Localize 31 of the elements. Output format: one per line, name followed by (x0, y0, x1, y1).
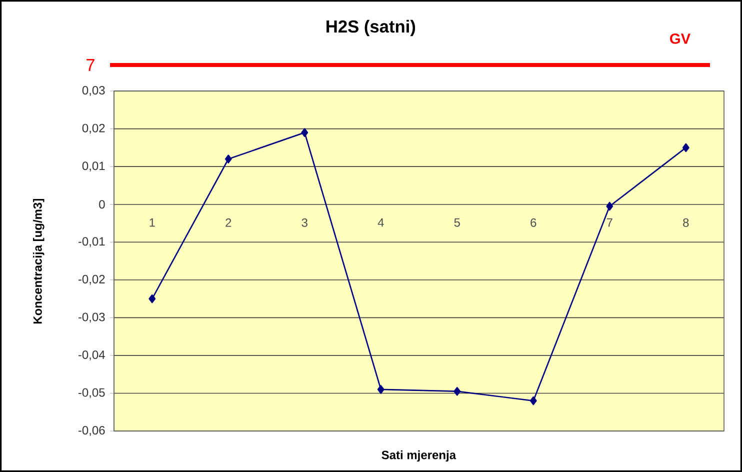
x-tick-label: 7 (606, 218, 612, 227)
point (377, 385, 384, 394)
point (301, 128, 308, 137)
y-tick-label: 0 (99, 200, 105, 209)
point (148, 294, 156, 304)
y-tick-label: -0,05 (78, 388, 105, 398)
x-tick-label: 1 (150, 218, 155, 227)
x-tick-label: 2 (226, 218, 232, 227)
y-tick-label: -0,01 (78, 237, 105, 248)
y-tick-label: -0,02 (78, 274, 105, 285)
point (530, 396, 537, 406)
chart-title: H2S (satni) (326, 20, 416, 36)
point (682, 143, 690, 152)
y-tick-label: 0,02 (82, 124, 105, 134)
x-tick-label: 8 (683, 218, 689, 227)
x-tick-label: 6 (530, 218, 536, 227)
x-tick-label: 4 (378, 218, 384, 227)
x-tick-label: 5 (454, 218, 460, 227)
y-tick-label: 0,01 (82, 162, 105, 172)
y-axis-title: Koncentracija [ug/m3] (33, 199, 44, 324)
text: GV (670, 33, 691, 44)
x-axis-title: Sati mjerenja (382, 450, 456, 462)
y-tick-label: -0,04 (78, 350, 105, 360)
x-tick-label: 3 (302, 218, 308, 227)
point (606, 202, 614, 211)
point (224, 154, 232, 164)
y-tick-label: 0,03 (82, 86, 105, 96)
y-tick-label: -0,06 (78, 426, 105, 436)
point (454, 386, 461, 396)
y-tick-label: -0,03 (78, 312, 105, 323)
text: 7 (86, 59, 94, 71)
